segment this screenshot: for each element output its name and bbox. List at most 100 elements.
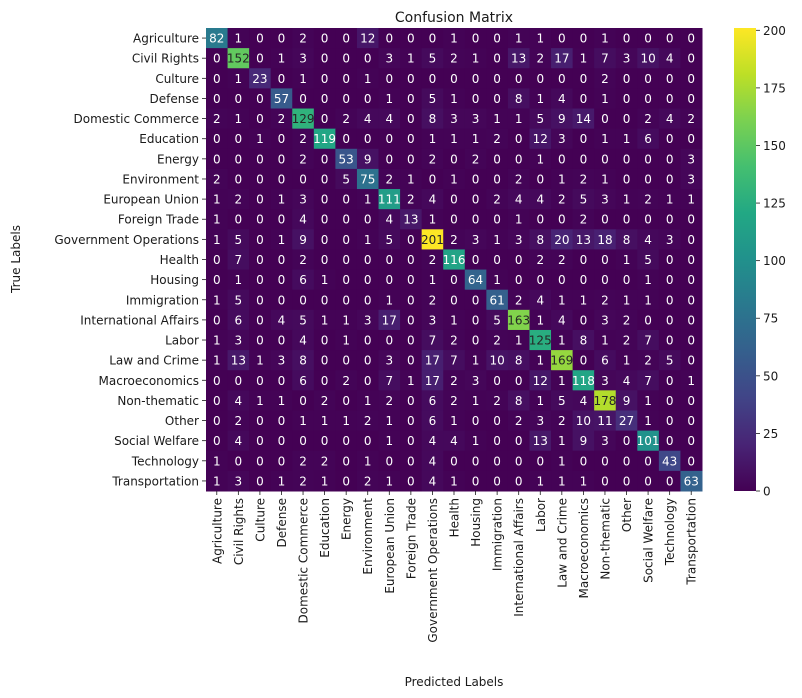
heatmap-cell (400, 249, 423, 271)
cell-value-label: 3 (385, 52, 393, 66)
cell-value-label: 0 (472, 193, 480, 207)
heatmap-cell (594, 209, 617, 230)
heatmap-cell (464, 48, 487, 69)
cell-value-label: 0 (256, 474, 264, 488)
heatmap-cell (378, 168, 401, 190)
cell-value-label: 1 (213, 474, 221, 488)
cell-value-label: 0 (515, 474, 523, 488)
heatmap-cell (206, 28, 229, 49)
heatmap-cell (378, 28, 401, 49)
heatmap-cell (594, 329, 617, 351)
cell-value-label: 1 (364, 72, 372, 86)
heatmap-cell (680, 148, 703, 170)
heatmap-cell (292, 329, 315, 351)
cell-value-label: 17 (425, 374, 440, 388)
cell-value-label: 0 (385, 152, 393, 166)
cell-value-label: 0 (666, 213, 674, 227)
heatmap-cell (227, 410, 250, 432)
x-tick-label: Non-thematic (598, 498, 612, 580)
cell-value-label: 1 (450, 313, 458, 327)
heatmap-cell (400, 48, 423, 69)
cell-value-label: 0 (493, 414, 501, 428)
heatmap-cell (378, 88, 401, 110)
heatmap-cell (270, 148, 293, 170)
heatmap-cell (594, 148, 617, 170)
cell-value-label: 0 (299, 394, 307, 408)
cell-value-label: 13 (231, 354, 246, 368)
heatmap-cell (249, 450, 272, 472)
heatmap-cell (356, 128, 380, 150)
heatmap-cell (249, 269, 272, 291)
cell-value-label: 6 (429, 414, 437, 428)
heatmap-cell (551, 88, 574, 110)
cell-value-label: 4 (558, 92, 566, 106)
cell-value-label: 2 (407, 193, 415, 207)
heatmap-cell (507, 148, 530, 170)
heatmap-cell (507, 128, 530, 150)
heatmap-cell (507, 450, 530, 472)
cell-value-label: 0 (256, 172, 264, 186)
cell-value-label: 0 (687, 454, 695, 468)
cell-value-label: 2 (515, 293, 523, 307)
heatmap-cell (400, 450, 423, 472)
heatmap-cell (249, 410, 272, 432)
heatmap-cell (680, 68, 703, 89)
heatmap-cell (443, 88, 466, 110)
y-axis-label: True Labels (9, 225, 23, 294)
cell-value-label: 6 (299, 273, 307, 287)
cell-value-label: 0 (364, 293, 372, 307)
heatmap-cell (529, 410, 552, 432)
heatmap-cell (356, 390, 380, 411)
cell-value-label: 2 (342, 374, 350, 388)
heatmap-cell (378, 128, 401, 150)
heatmap-cell (313, 350, 336, 371)
heatmap-cell (421, 68, 444, 89)
cell-value-label: 0 (558, 72, 566, 86)
cell-value-label: 0 (666, 172, 674, 186)
heatmap-cell (658, 430, 681, 452)
heatmap-cell (637, 390, 660, 411)
heatmap-cell (270, 128, 293, 150)
cell-value-label: 0 (364, 52, 372, 66)
cell-value-label: 0 (278, 273, 286, 287)
heatmap-cell (637, 209, 660, 230)
heatmap-cell (378, 470, 401, 492)
cell-value-label: 0 (278, 132, 286, 146)
heatmap-cell (486, 48, 509, 69)
cell-value-label: 1 (256, 394, 264, 408)
heatmap-cell (443, 108, 466, 130)
cell-value-label: 0 (644, 213, 652, 227)
heatmap-cell (551, 168, 574, 190)
cell-value-label: 0 (321, 52, 329, 66)
y-tick-label: Government Operations (54, 233, 199, 247)
heatmap-cell (270, 470, 293, 492)
cell-value-label: 4 (364, 112, 372, 126)
cell-value-label: 1 (429, 132, 437, 146)
heatmap-cell (400, 168, 423, 190)
cell-value-label: 0 (407, 394, 415, 408)
cell-value-label: 1 (623, 132, 631, 146)
heatmap-cell (507, 410, 530, 432)
cell-value-label: 0 (342, 354, 350, 368)
cell-value-label: 0 (666, 273, 674, 287)
cell-value-label: 1 (515, 334, 523, 348)
cell-value-label: 4 (299, 334, 307, 348)
cell-value-label: 0 (666, 474, 674, 488)
cell-value-label: 5 (536, 112, 544, 126)
heatmap-cell (551, 450, 574, 472)
heatmap-cell (313, 329, 336, 351)
cell-value-label: 1 (601, 32, 609, 46)
cell-value-label: 0 (687, 32, 695, 46)
cell-value-label: 5 (429, 92, 437, 106)
heatmap-cell (572, 269, 595, 291)
cell-value-label: 0 (687, 52, 695, 66)
cell-value-label: 0 (235, 92, 243, 106)
cell-value-label: 1 (536, 313, 544, 327)
heatmap-cell (594, 390, 617, 411)
x-tick-label: Domestic Commerce (297, 498, 311, 624)
heatmap-cell (507, 88, 530, 110)
heatmap-cell (572, 108, 595, 130)
heatmap-cell (206, 128, 229, 150)
heatmap-cell (356, 108, 380, 130)
cell-value-label: 1 (213, 293, 221, 307)
